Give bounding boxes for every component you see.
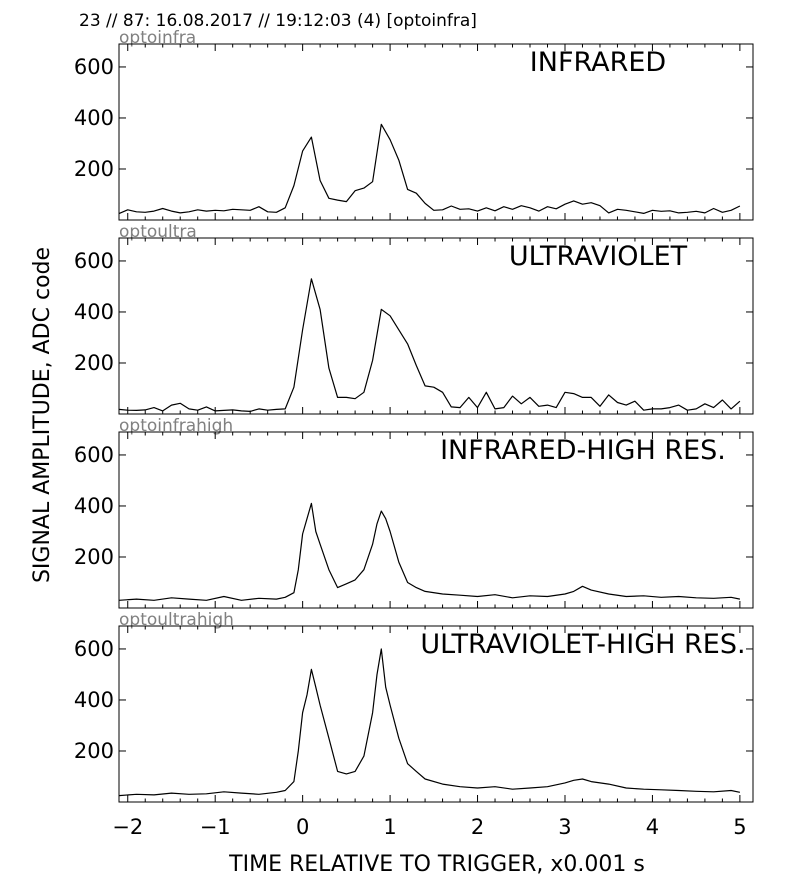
y-tick-label: 400 — [74, 106, 114, 130]
figure-header: 23 // 87: 16.08.2017 // 19:12:03 (4) [op… — [79, 11, 477, 31]
y-tick-label: 200 — [74, 545, 114, 569]
x-axis-label: TIME RELATIVE TO TRIGGER, x0.001 s — [228, 852, 645, 877]
x-tick-label: 2 — [471, 815, 484, 839]
panel-title: ULTRAVIOLET-HIGH RES. — [420, 629, 745, 660]
panel-frame — [118, 431, 754, 609]
panel-subtitle: optoinfra — [119, 28, 196, 48]
panel-title: ULTRAVIOLET — [509, 241, 688, 272]
y-tick-label: 400 — [74, 300, 114, 324]
series-line — [118, 278, 741, 412]
panel-title: INFRARED — [530, 47, 666, 78]
x-tick-label: 1 — [383, 815, 396, 839]
y-axis-label: SIGNAL AMPLITUDE, ADC code — [30, 247, 55, 583]
x-tick-label: 4 — [646, 815, 659, 839]
series-line — [118, 502, 741, 601]
panel-frame — [118, 625, 754, 803]
y-tick-label: 600 — [74, 249, 114, 273]
panel-subtitle: optoultra — [119, 222, 197, 242]
x-tick-label: 5 — [733, 815, 746, 839]
panel-title: INFRARED-HIGH RES. — [440, 435, 726, 466]
panel-4: optoultrahigh 200 400 600 ULTRAVIOLET-HIGH R… — [74, 610, 754, 839]
x-tick-label: 3 — [558, 815, 571, 839]
y-tick-label: 400 — [74, 688, 114, 712]
y-tick-label: 600 — [74, 637, 114, 661]
panel-3: optoinfrahigh 200 400 600 INFRARED-HIGH RES. — [74, 416, 754, 609]
panel-subtitle: optoultrahigh — [119, 610, 234, 630]
x-tick-label: −1 — [200, 815, 231, 839]
panel-1: optoinfra 200 400 600 INFRARED — [74, 28, 754, 221]
panel-subtitle: optoinfrahigh — [119, 416, 233, 436]
series-line — [118, 123, 741, 215]
y-tick-label: 400 — [74, 494, 114, 518]
series-line — [118, 648, 741, 797]
panel-frame — [118, 43, 754, 221]
y-tick-label: 600 — [74, 55, 114, 79]
panel-frame — [118, 237, 754, 415]
panel-2: optoultra 200 400 600 ULTRAVIOLET — [74, 222, 754, 415]
x-tick-label: −2 — [112, 815, 143, 839]
y-tick-label: 600 — [74, 443, 114, 467]
y-tick-label: 200 — [74, 739, 114, 763]
x-tick-label: 0 — [296, 815, 309, 839]
y-tick-label: 200 — [74, 351, 114, 375]
y-tick-label: 200 — [74, 157, 114, 181]
